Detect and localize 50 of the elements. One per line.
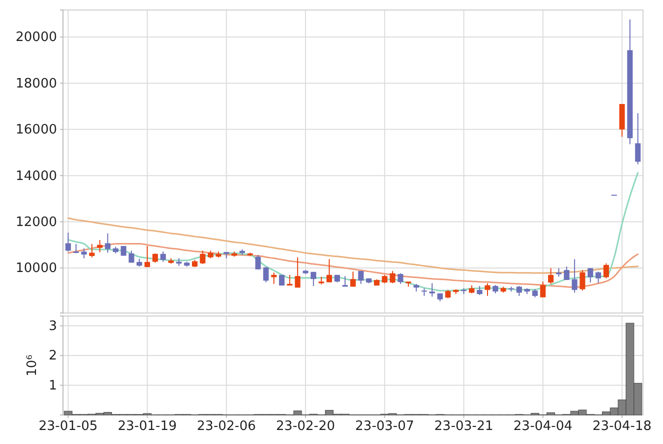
candlestick [484,282,490,296]
x-tick-label: 23-03-07 [355,419,414,434]
candlestick [294,256,300,288]
x-tick-label: 23-01-05 [38,419,98,434]
candlestick [310,271,316,286]
candlestick [572,258,578,294]
candlestick [255,254,261,270]
candlestick [588,268,594,284]
y-tick-label: 14000 [16,168,57,184]
candlestick [635,112,641,165]
candlestick [263,266,269,283]
candlestick [350,271,356,288]
candlestick [65,232,71,252]
candlestick [540,281,546,298]
y-tick-label: 18000 [16,76,57,92]
y-tick-label: 3 [48,318,57,334]
candlestick [152,252,158,264]
x-tick-label: 23-01-19 [118,419,177,434]
candlestick [97,240,103,253]
candlestick [603,262,609,279]
candlestick [160,251,166,262]
candlestick [596,271,602,284]
x-tick-label: 23-03-21 [434,419,494,434]
candlestick [89,243,95,258]
x-tick-label: 23-02-20 [276,419,336,434]
candlestick [128,250,134,264]
candlestick [580,270,586,292]
candlestick [548,268,554,284]
y-tick-label: 20000 [16,30,57,46]
x-tick-label: 23-04-18 [592,419,652,434]
candlestick [564,266,570,280]
candlestick [476,285,482,296]
candlestick [81,248,87,259]
y-tick-label: 1 [48,378,57,394]
y-axis-title: 10⁶ [25,354,40,376]
x-tick-label: 23-02-06 [196,419,256,434]
candlestick [398,272,404,284]
y-tick-label: 2 [48,348,57,364]
candlestick [358,270,364,284]
y-tick-label: 10000 [16,261,57,276]
x-tick-label: 23-04-04 [513,419,572,434]
candlestick [104,232,110,254]
y-tick-label: 16000 [16,122,57,138]
candlestick [144,246,150,268]
candlestick [390,270,396,284]
candlestick [516,285,522,296]
candlestick [326,258,332,283]
candlestick [200,250,206,265]
y-tick-label: 12000 [16,214,57,230]
candlestick [429,282,435,298]
